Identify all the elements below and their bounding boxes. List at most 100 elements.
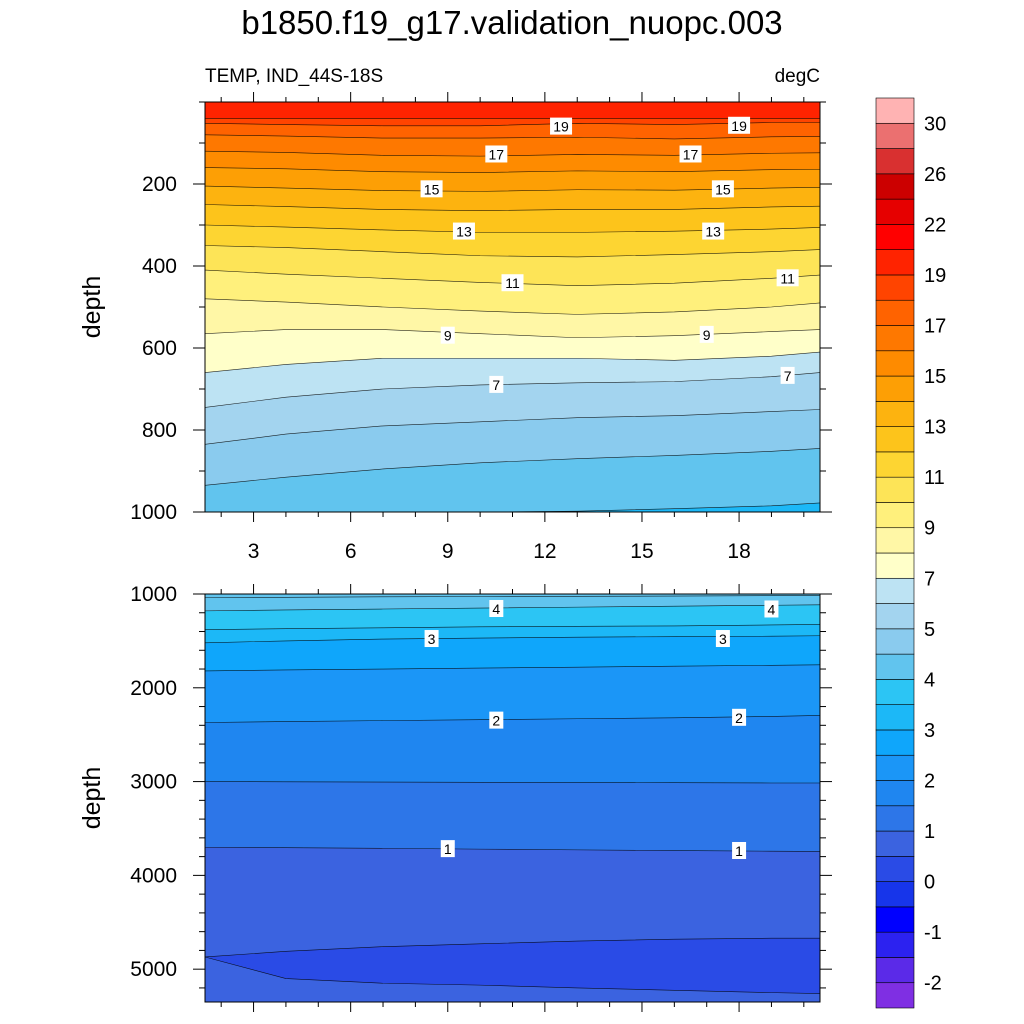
contour-label-bg — [702, 222, 725, 240]
colorbar-box — [875, 350, 915, 377]
contour-label-bg — [440, 326, 455, 344]
contour-label-bg — [452, 222, 475, 240]
isotherm-12 — [205, 245, 820, 258]
colorbar-box — [875, 401, 915, 427]
lower-panel: 4 4 3 3 2 2 1 1 1000 2000 3000 4000 5000 depth — [78, 583, 832, 1012]
contour-label: 11 — [776, 269, 799, 287]
isotherm-13 — [205, 224, 820, 233]
contour-label-text: 2 — [492, 713, 500, 729]
colorbar-box — [875, 982, 915, 1009]
contour-label: 19 — [550, 117, 573, 135]
y-tick-label: 2000 — [130, 677, 177, 700]
contour-label: 7 — [489, 375, 504, 393]
colorbar-box — [875, 754, 915, 781]
colorbar-box — [875, 527, 915, 554]
colorbar-label: 9 — [924, 518, 935, 540]
contour-label: 19 — [728, 116, 751, 134]
x-tick-label: 18 — [727, 540, 750, 563]
contour-label: 17 — [485, 145, 508, 163]
contour-label: 3 — [424, 630, 439, 648]
contour-label-text: 4 — [492, 601, 500, 617]
colorbar-box — [875, 97, 915, 124]
colorbar-box — [875, 122, 915, 149]
contour-label-bg — [424, 630, 439, 648]
isotherm-15 — [205, 185, 820, 192]
y-tick-label: 800 — [142, 419, 177, 442]
contour-label-bg — [699, 325, 714, 343]
isotherm-18 — [205, 134, 820, 140]
contour-label: 15 — [420, 180, 443, 198]
upper-contour-fills — [205, 102, 820, 512]
colorbar-box — [875, 299, 915, 326]
colorbar-box — [875, 780, 915, 807]
colorbar-box — [875, 653, 915, 680]
colorbar-box — [875, 198, 915, 225]
colorbar-label: 5 — [924, 619, 935, 641]
isotherm-17 — [205, 150, 820, 157]
colorbar-box — [875, 957, 915, 984]
isotherm-8 — [205, 351, 820, 373]
contour-label: 13 — [702, 222, 725, 240]
contour-label-text: 19 — [731, 118, 747, 134]
contour-label: 13 — [452, 222, 475, 240]
colorbar-box — [875, 830, 915, 857]
isotherm-7 — [205, 372, 820, 408]
lower-contour-labels: 4 4 3 3 2 2 1 1 — [424, 600, 779, 859]
contour-label-text: 9 — [444, 328, 452, 344]
colorbar-box — [875, 704, 915, 731]
contour-label: 9 — [440, 326, 455, 344]
lower-y-axis-label: depth — [78, 767, 106, 830]
contour-label-bg — [715, 630, 730, 648]
colorbar-box — [875, 173, 915, 200]
isotherm-6 — [205, 409, 820, 445]
lower-contour-fills — [205, 594, 820, 1002]
contour-label: 2 — [489, 711, 504, 729]
contour-label-text: 9 — [703, 327, 711, 343]
contour-label-bg — [728, 116, 751, 134]
colorbar-box — [875, 931, 915, 958]
contour-label-bg — [679, 145, 702, 163]
contour-label: 1 — [440, 840, 455, 858]
contour-label-bg — [780, 366, 795, 384]
contour-label: 11 — [501, 274, 524, 292]
colorbar-box — [875, 856, 915, 882]
isotherm-16 — [205, 167, 820, 173]
contour-label-text: 4 — [768, 601, 776, 617]
colorbar-label: 19 — [924, 265, 946, 287]
contour-label: 4 — [764, 600, 779, 618]
contour-label: 7 — [780, 366, 795, 384]
colorbar-box — [875, 679, 915, 705]
colorbar-label: 26 — [924, 164, 946, 186]
contour-label-bg — [440, 840, 455, 858]
y-tick-label: 3000 — [130, 771, 177, 794]
colorbar-label: 0 — [924, 872, 935, 894]
colorbar-box — [875, 502, 915, 529]
colorbar-box — [875, 375, 915, 402]
contour-label-text: 17 — [489, 146, 505, 162]
colorbar-box — [875, 628, 915, 655]
contour-label-text: 13 — [456, 224, 472, 240]
colorbar-label: 30 — [924, 113, 946, 135]
contour-label-text: 17 — [683, 146, 699, 162]
y-tick-label: 1000 — [130, 583, 177, 606]
y-tick-label: 5000 — [130, 958, 177, 981]
main-title: b1850.f19_g17.validation_nuopc.003 — [241, 4, 782, 41]
x-tick-label: 15 — [630, 540, 653, 563]
upper-axis-ticks: 3 6 9 12 15 18 200 400 600 800 1000 — [130, 92, 832, 563]
contour-label: 4 — [489, 600, 504, 618]
contour-label-text: 15 — [424, 181, 440, 197]
isotherm-0.5 — [205, 937, 820, 958]
contour-label: 2 — [732, 708, 747, 726]
contour-label-text: 3 — [428, 631, 436, 647]
y-tick-label: 200 — [142, 173, 177, 196]
contour-label-text: 11 — [780, 270, 795, 286]
colorbar-label: 17 — [924, 316, 946, 338]
contour-label-bg — [501, 274, 524, 292]
contour-label: 9 — [699, 325, 714, 343]
colorbar-label: 11 — [924, 467, 945, 489]
contour-label-text: 2 — [735, 710, 743, 726]
colorbar-box — [875, 426, 915, 453]
contour-label-text: 1 — [444, 841, 452, 857]
isotherm-1 — [205, 846, 820, 852]
